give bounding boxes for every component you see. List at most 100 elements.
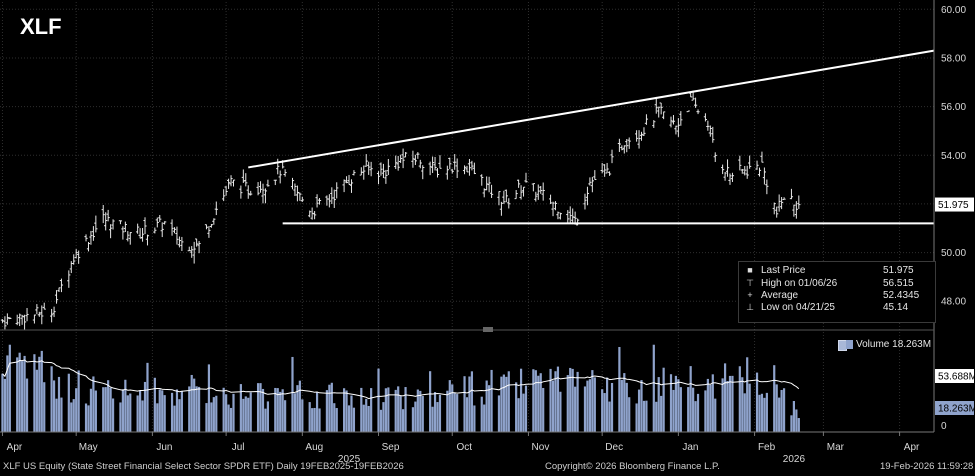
x-tick-label: Apr [904, 442, 920, 453]
volume-bar [25, 378, 29, 432]
volume-bar [92, 376, 95, 432]
volume-bar [313, 407, 316, 432]
volume-bar [264, 408, 267, 432]
volume-bar [662, 367, 665, 432]
grid [0, 2, 934, 432]
volume-bar [652, 344, 655, 432]
volume-bar [574, 386, 577, 432]
volume-moving-average-line [2, 359, 800, 400]
volume-bar [399, 396, 402, 432]
x-tick-label: Aug [305, 442, 323, 453]
volume-bar [261, 388, 265, 432]
volume-bar [782, 388, 786, 432]
volume-bar [239, 384, 242, 432]
volume-bar [679, 387, 682, 432]
volume-bar [72, 399, 75, 432]
volume-bar [225, 394, 228, 432]
volume-bar [738, 366, 741, 432]
volume-bar [365, 398, 368, 432]
volume-bar [242, 398, 245, 432]
volume-bar [416, 389, 419, 432]
volume-bar [522, 393, 525, 432]
price-legend: ■ Last Price 51.975 ⊤ High on 01/06/26 5… [738, 261, 936, 323]
volume-bar [384, 388, 387, 432]
chart-title: XLF [20, 14, 62, 39]
volume-bar [75, 388, 78, 432]
volume-bar [57, 376, 61, 432]
upper-trendline[interactable] [248, 49, 935, 169]
volume-bar [266, 401, 270, 432]
volume-bar [591, 370, 594, 432]
volume-bar [232, 393, 235, 432]
volume-bar [180, 390, 183, 432]
volume-bar [330, 382, 333, 432]
last-price-tag [935, 197, 974, 212]
volume-bar [276, 388, 279, 432]
volume-bar [620, 379, 623, 432]
volume-series [1, 344, 800, 432]
volume-bar [778, 397, 781, 432]
volume-bar [370, 388, 373, 432]
volume-bar [618, 346, 621, 432]
x-tick-label: Jul [232, 442, 245, 453]
volume-bar [244, 396, 247, 432]
volume-bar [534, 370, 537, 432]
volume-bar [792, 401, 795, 432]
volume-bar [207, 364, 211, 432]
volume-bar [111, 398, 115, 432]
volume-bar [87, 405, 90, 432]
volume-bar [161, 390, 164, 432]
y-tick-label: 54.00 [941, 151, 966, 162]
volume-bar [645, 400, 648, 432]
legend-low: ⊥ Low on 04/21/25 45.14 [746, 302, 909, 313]
volume-bar [70, 402, 73, 432]
volume-bar [554, 371, 557, 432]
volume-bar [480, 396, 483, 432]
volume-bar [170, 392, 174, 432]
y-tick-label: 60.00 [941, 5, 966, 16]
volume-bar [603, 393, 606, 432]
volume-bar [8, 344, 11, 432]
volume-bar [610, 382, 614, 432]
volume-bar [404, 387, 407, 432]
volume-bar [121, 389, 124, 432]
volume-bar [249, 392, 252, 432]
volume-bar [623, 373, 626, 432]
volume-bar [104, 387, 107, 432]
volume-bar [212, 397, 215, 432]
volume-bar [360, 387, 363, 432]
volume-bar [291, 356, 294, 432]
volume-bar [301, 399, 304, 432]
volume-bar [468, 376, 471, 432]
legend-high: ⊤ High on 01/06/26 56.515 [746, 278, 914, 289]
volume-bar [318, 408, 321, 432]
volume-bar [350, 395, 353, 432]
volume-bar [797, 418, 800, 432]
volume-bar [175, 389, 179, 432]
volume-bar [473, 405, 476, 432]
year-label: 2025 [338, 454, 361, 465]
axes: Apr May Jun Jul Aug Sep Oct Nov Dec Jan Feb Mar Apr 2… [0, 0, 975, 465]
volume-bar [431, 406, 434, 432]
volume-bar [274, 387, 277, 432]
volume-bar [315, 391, 319, 432]
volume-bar [505, 376, 508, 432]
volume-bar [453, 392, 456, 432]
last-price-tag-text: 51.975 [938, 200, 969, 211]
volume-bar [345, 390, 348, 432]
volume-bar [559, 391, 562, 432]
x-tick-label: Jan [682, 442, 698, 453]
volume-bar [382, 402, 385, 432]
volume-value-tag-text: 18.263M [938, 404, 975, 415]
volume-bar [731, 375, 734, 432]
volume-bar [728, 375, 732, 432]
volume-bar [551, 380, 555, 432]
volume-bar [335, 408, 338, 432]
volume-bar [677, 379, 680, 432]
volume-bar [532, 369, 535, 432]
panel-resize-handle[interactable] [483, 327, 493, 332]
volume-bar [714, 398, 717, 432]
y-tick-label: 58.00 [941, 53, 966, 64]
volume-bar [502, 374, 505, 432]
volume-bar [763, 397, 766, 432]
